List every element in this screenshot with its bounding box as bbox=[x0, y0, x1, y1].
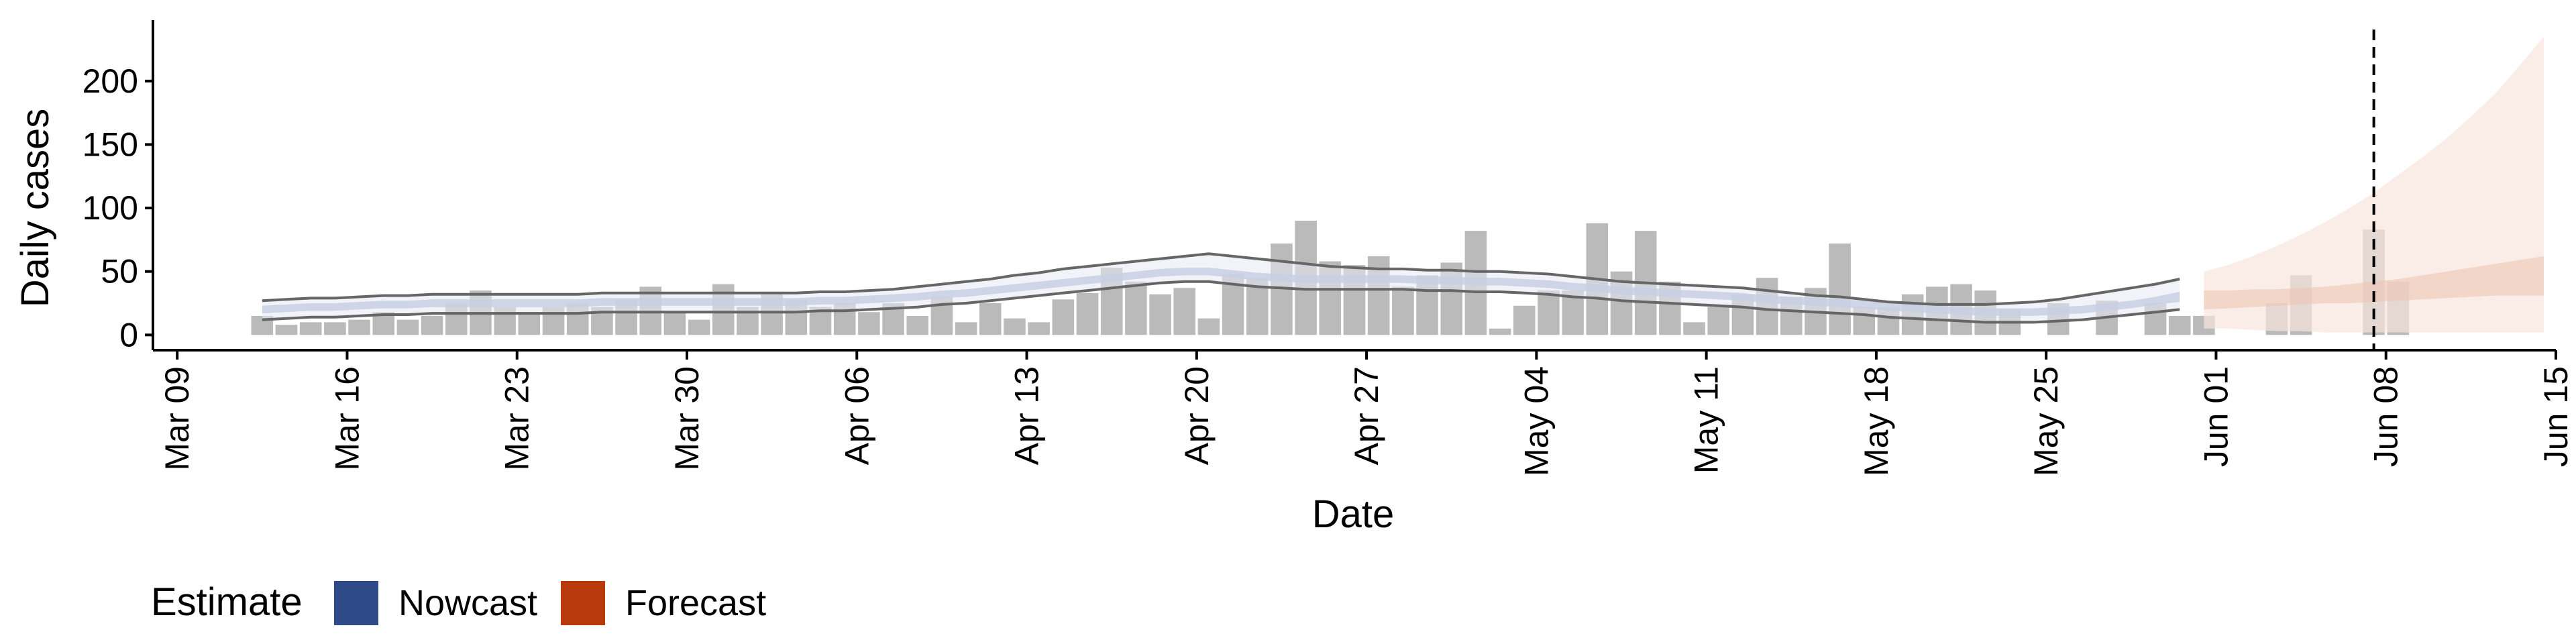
case-bar bbox=[299, 322, 322, 335]
x-tick-label: May 18 bbox=[1858, 366, 1895, 476]
case-bar bbox=[1125, 281, 1147, 335]
case-bar bbox=[688, 319, 710, 335]
case-bar bbox=[1707, 307, 1730, 335]
case-bar bbox=[858, 312, 880, 335]
nowcast-lower-line bbox=[262, 280, 2180, 324]
x-tick-label: Jun 01 bbox=[2198, 366, 2235, 467]
forecast-outer-band bbox=[2204, 36, 2544, 333]
x-axis-title: Date bbox=[1312, 492, 1395, 536]
x-tick-label: Apr 27 bbox=[1348, 366, 1385, 465]
case-bar bbox=[1149, 294, 1171, 335]
case-bar bbox=[324, 322, 346, 335]
case-bar bbox=[1004, 318, 1026, 335]
case-bar bbox=[1489, 328, 1511, 335]
y-tick-label: 200 bbox=[83, 62, 138, 100]
nowcast-upper-line bbox=[262, 252, 2180, 306]
x-tick-label: May 04 bbox=[1517, 366, 1555, 476]
case-bar bbox=[979, 303, 1002, 335]
legend-label-nowcast: Nowcast bbox=[398, 583, 537, 623]
case-bar bbox=[906, 315, 929, 335]
x-tick-label: Apr 20 bbox=[1178, 366, 1216, 465]
legend-title: Estimate bbox=[151, 580, 303, 624]
x-tick-label: Mar 23 bbox=[498, 366, 536, 471]
case-bar bbox=[1173, 288, 1196, 335]
case-bar bbox=[1392, 286, 1414, 335]
y-tick-label: 100 bbox=[83, 189, 138, 227]
y-tick-label: 150 bbox=[83, 125, 138, 163]
case-bar bbox=[396, 319, 419, 335]
case-bar bbox=[1076, 292, 1099, 335]
legend-swatch-forecast bbox=[561, 581, 605, 625]
x-tick-label: May 25 bbox=[2027, 366, 2065, 476]
case-bar bbox=[1683, 322, 1705, 335]
x-tick-label: Jun 15 bbox=[2537, 366, 2575, 467]
legend-label-forecast: Forecast bbox=[625, 583, 766, 623]
x-tick-label: Jun 08 bbox=[2367, 366, 2405, 467]
estimate-bands bbox=[262, 36, 2544, 333]
x-tick-label: Mar 30 bbox=[668, 366, 706, 471]
axes: 0 50 100 150 200 Mar 09 Mar 16 Mar 23 Mar 30 Apr … bbox=[83, 20, 2575, 476]
case-bar bbox=[2168, 315, 2191, 335]
x-tick-label: Mar 09 bbox=[158, 366, 196, 471]
y-tick-label: 50 bbox=[101, 253, 138, 290]
legend: Estimate Nowcast Forecast bbox=[151, 580, 766, 625]
nowcast-outer-band bbox=[262, 254, 2180, 323]
case-bar bbox=[1513, 305, 1536, 335]
y-tick-label: 0 bbox=[119, 316, 138, 354]
x-tick-label: May 11 bbox=[1688, 366, 1725, 474]
x-tick-label: Mar 16 bbox=[329, 366, 366, 471]
case-bar bbox=[1829, 244, 1851, 335]
case-bar bbox=[348, 319, 370, 335]
x-tick-label: Apr 06 bbox=[838, 366, 875, 465]
case-bar bbox=[1052, 299, 1075, 335]
case-bar bbox=[518, 312, 541, 335]
nowcast-inner-band bbox=[262, 268, 2180, 316]
legend-swatch-nowcast bbox=[334, 581, 378, 625]
case-bar bbox=[1028, 322, 1050, 335]
case-bar bbox=[1197, 318, 1220, 335]
x-tick-label: Apr 13 bbox=[1008, 366, 1046, 465]
case-bar bbox=[421, 315, 443, 335]
y-axis-title: Daily cases bbox=[13, 109, 57, 308]
case-bar bbox=[663, 312, 686, 335]
case-bar bbox=[1538, 290, 1560, 335]
case-bar bbox=[275, 325, 298, 335]
case-bar bbox=[955, 322, 977, 335]
